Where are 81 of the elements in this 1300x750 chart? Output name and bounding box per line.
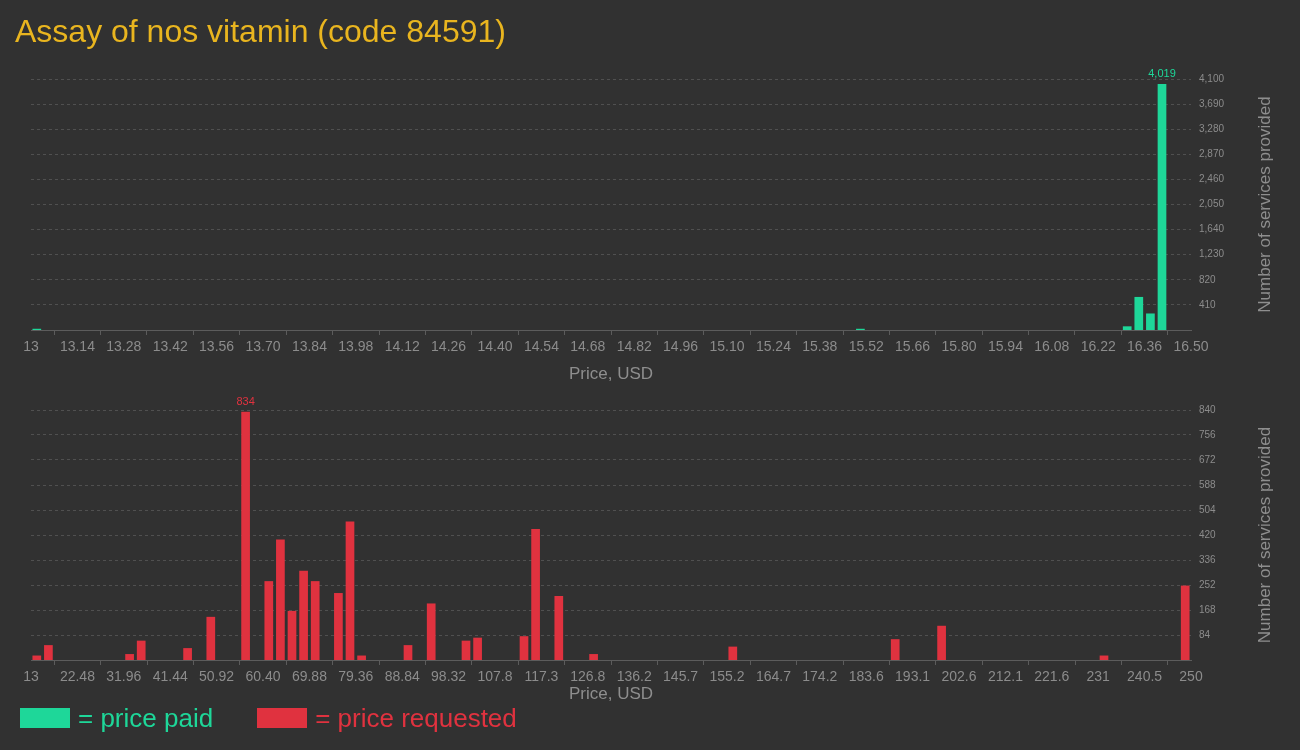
x-tick-label: 16.50	[1173, 338, 1209, 355]
x-tick-label: 13.56	[199, 338, 235, 355]
x-tick-label: 13.42	[152, 338, 188, 355]
y-tick-label: 84	[1199, 628, 1211, 640]
x-tick-label: 31.96	[106, 668, 142, 685]
chart-title: Assay of nos vitamin (code 84591)	[15, 12, 506, 50]
x-tick-label: 60.40	[245, 668, 281, 685]
x-tick-label: 69.88	[291, 668, 328, 685]
x-tick-label: 13.98	[338, 338, 374, 355]
x-tick-label: 126.8	[570, 668, 606, 685]
x-tick-label: 13.84	[291, 338, 328, 355]
x-tick-label: 13	[23, 668, 39, 685]
x-tick-label: 183.6	[848, 668, 884, 685]
x-tick-label: 231	[1086, 668, 1111, 685]
x-tick-label: 14.68	[570, 338, 606, 355]
x-tick-label: 212.1	[987, 668, 1024, 685]
y-tick-label: 252	[1199, 578, 1217, 590]
x-tick-label: 88.84	[384, 668, 420, 685]
x-tick-label: 155.2	[709, 668, 745, 685]
x-tick-label: 41.44	[152, 668, 188, 685]
x-tick-label: 202.6	[941, 668, 977, 685]
x-tick-label: 117.3	[524, 668, 559, 685]
x-tick-label: 14.82	[616, 338, 652, 355]
x-tick-label: 15.10	[709, 338, 745, 355]
x-tick-label: 136.2	[616, 668, 652, 685]
x-tick-label: 15.66	[895, 338, 931, 355]
x-tick-label: 193.1	[895, 668, 931, 685]
x-tick-label: 98.32	[431, 668, 467, 685]
x-tick-label: 15.94	[987, 338, 1024, 355]
y-tick-label: 2,870	[1199, 148, 1225, 160]
y-tick-label: 1,640	[1199, 223, 1225, 235]
y-tick-label: 3,280	[1199, 122, 1225, 134]
y-tick-label: 410	[1199, 298, 1217, 310]
data-label: 4,019	[1148, 67, 1176, 80]
x-tick-label: 16.08	[1034, 338, 1070, 355]
x-tick-label: 250	[1179, 668, 1203, 685]
y-tick-label: 504	[1199, 503, 1217, 515]
y-tick-label: 336	[1199, 553, 1217, 565]
x-tick-label: 164.7	[755, 668, 792, 685]
x-tick-label: 22.48	[59, 668, 96, 685]
x-tick-label: 50.92	[199, 668, 235, 685]
legend-label: = price requested	[315, 703, 517, 733]
y-tick-label: 588	[1199, 478, 1217, 490]
y-tick-label: 4,100	[1199, 72, 1225, 84]
y-tick-label: 840	[1199, 403, 1217, 415]
x-tick-label: 14.26	[431, 338, 467, 355]
y-tick-label: 2,050	[1199, 198, 1225, 210]
x-tick-label: 14.12	[384, 338, 420, 355]
x-tick-label: 13	[23, 338, 39, 355]
x-tick-label: 221.6	[1034, 668, 1070, 685]
x-tick-label: 107.8	[477, 668, 513, 685]
x-tick-label: 79.36	[338, 668, 374, 685]
x-axis-title: Price, USD	[568, 364, 654, 384]
y-tick-label: 756	[1199, 428, 1217, 440]
x-tick-label: 15.38	[802, 338, 838, 355]
x-tick-label: 240.5	[1127, 668, 1163, 685]
y-tick-label: 672	[1199, 453, 1217, 465]
x-tick-label: 13.70	[245, 338, 281, 355]
x-tick-label: 14.40	[477, 338, 513, 355]
data-label: 834	[236, 395, 255, 408]
x-tick-label: 14.54	[523, 338, 560, 355]
y-tick-label: 1,230	[1199, 248, 1225, 260]
y-tick-label: 420	[1199, 528, 1217, 540]
x-tick-label: 15.80	[941, 338, 977, 355]
x-axis-title: Price, USD	[568, 684, 654, 704]
y-axis-title: Number of services provided	[1254, 96, 1274, 313]
y-tick-label: 820	[1199, 273, 1217, 285]
x-tick-label: 13.28	[106, 338, 142, 355]
x-tick-label: 15.24	[755, 338, 792, 355]
legend-label: = price paid	[78, 703, 214, 733]
x-tick-label: 174.2	[802, 668, 838, 685]
x-tick-label: 13.14	[59, 338, 96, 355]
x-tick-label: 14.96	[663, 338, 699, 355]
y-tick-label: 2,460	[1199, 173, 1225, 185]
x-tick-label: 15.52	[848, 338, 884, 355]
x-tick-label: 16.22	[1080, 338, 1116, 355]
x-tick-label: 145.7	[663, 668, 699, 685]
x-tick-label: 16.36	[1127, 338, 1163, 355]
y-tick-label: 168	[1199, 603, 1217, 615]
y-tick-label: 3,690	[1199, 97, 1225, 109]
y-axis-title: Number of services provided	[1254, 426, 1274, 644]
